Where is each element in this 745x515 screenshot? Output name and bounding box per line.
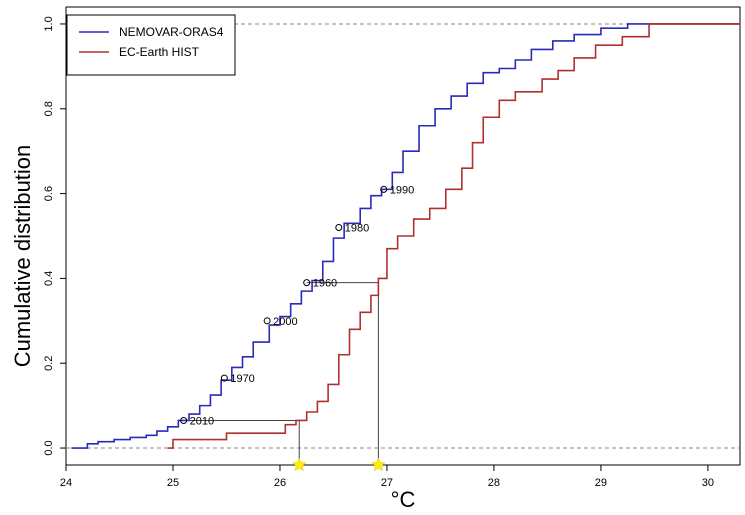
series-line-1: [167, 23, 740, 449]
x-tick-label: 24: [60, 477, 72, 489]
x-axis-title: °C: [391, 487, 416, 512]
series-line-0: [71, 23, 740, 449]
annotation-marker: [220, 374, 228, 382]
annotation-label: 2000: [273, 316, 297, 328]
annotation-layer: 2010 1970 2000 1960 1980 1990: [180, 184, 414, 427]
highlight-layer: [291, 457, 386, 472]
y-tick-label: 0.8: [43, 101, 55, 116]
y-tick-label: 0.2: [43, 356, 55, 371]
series-layer: [71, 23, 740, 449]
x-axis: 24 25 26 27 28 29 30: [60, 465, 714, 489]
legend-label: NEMOVAR-ORAS4: [119, 25, 224, 39]
annotation-label: 1970: [230, 373, 254, 385]
x-tick-label: 27: [381, 477, 393, 489]
x-tick-label: 30: [702, 477, 714, 489]
annotation-marker: [180, 416, 188, 424]
y-tick-label: 0.0: [43, 440, 55, 455]
x-tick-label: 28: [488, 477, 500, 489]
annotation-marker: [303, 279, 311, 287]
x-tick-label: 25: [167, 477, 179, 489]
x-tick-label: 26: [274, 477, 286, 489]
annotation-marker: [335, 224, 343, 232]
annotation-marker: [263, 317, 271, 325]
annotation-label: 1960: [313, 278, 337, 290]
plot-frame: [65, 6, 741, 466]
highlight-star: [291, 457, 307, 472]
annotation-label: 1990: [390, 184, 414, 196]
y-tick-label: 0.4: [43, 271, 55, 286]
y-axis-title: Cumulative distribution: [10, 145, 35, 368]
guide-lines: [183, 282, 379, 465]
x-tick-label: 29: [595, 477, 607, 489]
highlight-star: [371, 457, 386, 472]
y-tick-label: 1.0: [43, 16, 55, 31]
annotation-label: 1980: [345, 223, 369, 235]
annotation-marker: [380, 185, 388, 193]
legend: NEMOVAR-ORAS4 EC-Earth HIST: [66, 14, 236, 76]
legend-label: EC-Earth HIST: [119, 45, 200, 59]
y-axis: 0.0 0.2 0.4 0.6 0.8 1.0: [43, 16, 66, 456]
annotation-label: 2010: [190, 415, 214, 427]
y-tick-label: 0.6: [43, 186, 55, 201]
legend-box: [66, 14, 236, 76]
